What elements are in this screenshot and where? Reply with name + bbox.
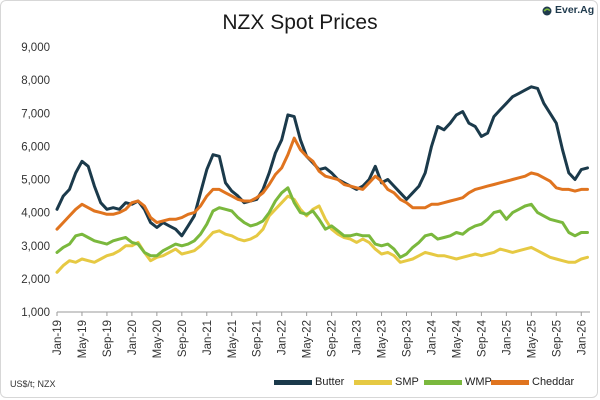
x-tick-label: May-21 [227, 320, 239, 358]
x-tick-label: May-25 [526, 320, 538, 358]
legend-swatch [354, 380, 392, 385]
y-tick-label: 9,000 [21, 42, 50, 54]
legend-label: Cheddar [532, 376, 575, 388]
y-tick-label: 7,000 [21, 108, 50, 120]
x-axis: Jan-19 May-19 Sep-19 Jan-20 May-20 Sep-20 Jan-… [52, 311, 590, 358]
chart-title: NZX Spot Prices [222, 11, 378, 34]
y-tick-label: 1,000 [21, 307, 50, 319]
x-tick-label: May-22 [302, 320, 314, 358]
x-tick-label: Jan-21 [202, 320, 214, 355]
legend-swatch [274, 380, 312, 385]
x-tick-label: May-19 [77, 320, 89, 358]
y-tick-label: 3,000 [21, 241, 50, 253]
x-tick-label: Jan-26 [576, 320, 588, 355]
y-tick-label: 4,000 [21, 208, 50, 220]
brand-logo-mark-icon [542, 6, 552, 16]
x-tick-label: Sep-21 [252, 320, 264, 357]
series-layer [55, 85, 589, 274]
x-tick-label: May-20 [152, 320, 164, 358]
x-tick-label: Sep-20 [177, 320, 189, 357]
series-line-butter [55, 85, 589, 238]
x-tick-label: Jan-23 [352, 320, 364, 355]
x-tick-label: Jan-25 [501, 320, 513, 355]
x-tick-label: Sep-25 [551, 320, 563, 357]
x-tick-label: May-24 [451, 319, 463, 358]
y-tick-label: 5,000 [21, 175, 50, 187]
x-tick-label: Jan-19 [52, 320, 64, 355]
series-line-smp [55, 194, 589, 274]
brand-logo: Ever.Ag [541, 4, 599, 18]
legend-label: WMP [465, 376, 492, 388]
x-tick-label: Sep-19 [102, 320, 114, 357]
y-axis: 1,000 2,000 3,000 4,000 5,000 6,000 7,000 8,000… [21, 42, 50, 319]
legend-label: SMP [395, 376, 419, 388]
y-tick-label: 8,000 [21, 75, 50, 87]
legend-swatch [424, 380, 462, 385]
y-tick-label: 6,000 [21, 141, 50, 153]
x-tick-label: Jan-24 [426, 319, 438, 355]
series-line-wmp [55, 186, 589, 259]
legend-label: Butter [315, 376, 345, 388]
x-tick-label: Jan-22 [277, 320, 289, 355]
x-tick-label: Sep-23 [402, 320, 414, 357]
x-tick-label: May-23 [377, 320, 389, 358]
y-tick-label: 2,000 [21, 274, 50, 286]
brand-logo-text: Ever.Ag [555, 4, 595, 16]
source-note: US$/t; NZX [10, 379, 56, 389]
legend-swatch [491, 380, 529, 385]
x-tick-label: Jan-20 [127, 320, 139, 355]
series-line-cheddar [55, 136, 589, 231]
x-tick-label: Sep-22 [327, 320, 339, 357]
x-tick-label: Sep-24 [476, 319, 488, 357]
